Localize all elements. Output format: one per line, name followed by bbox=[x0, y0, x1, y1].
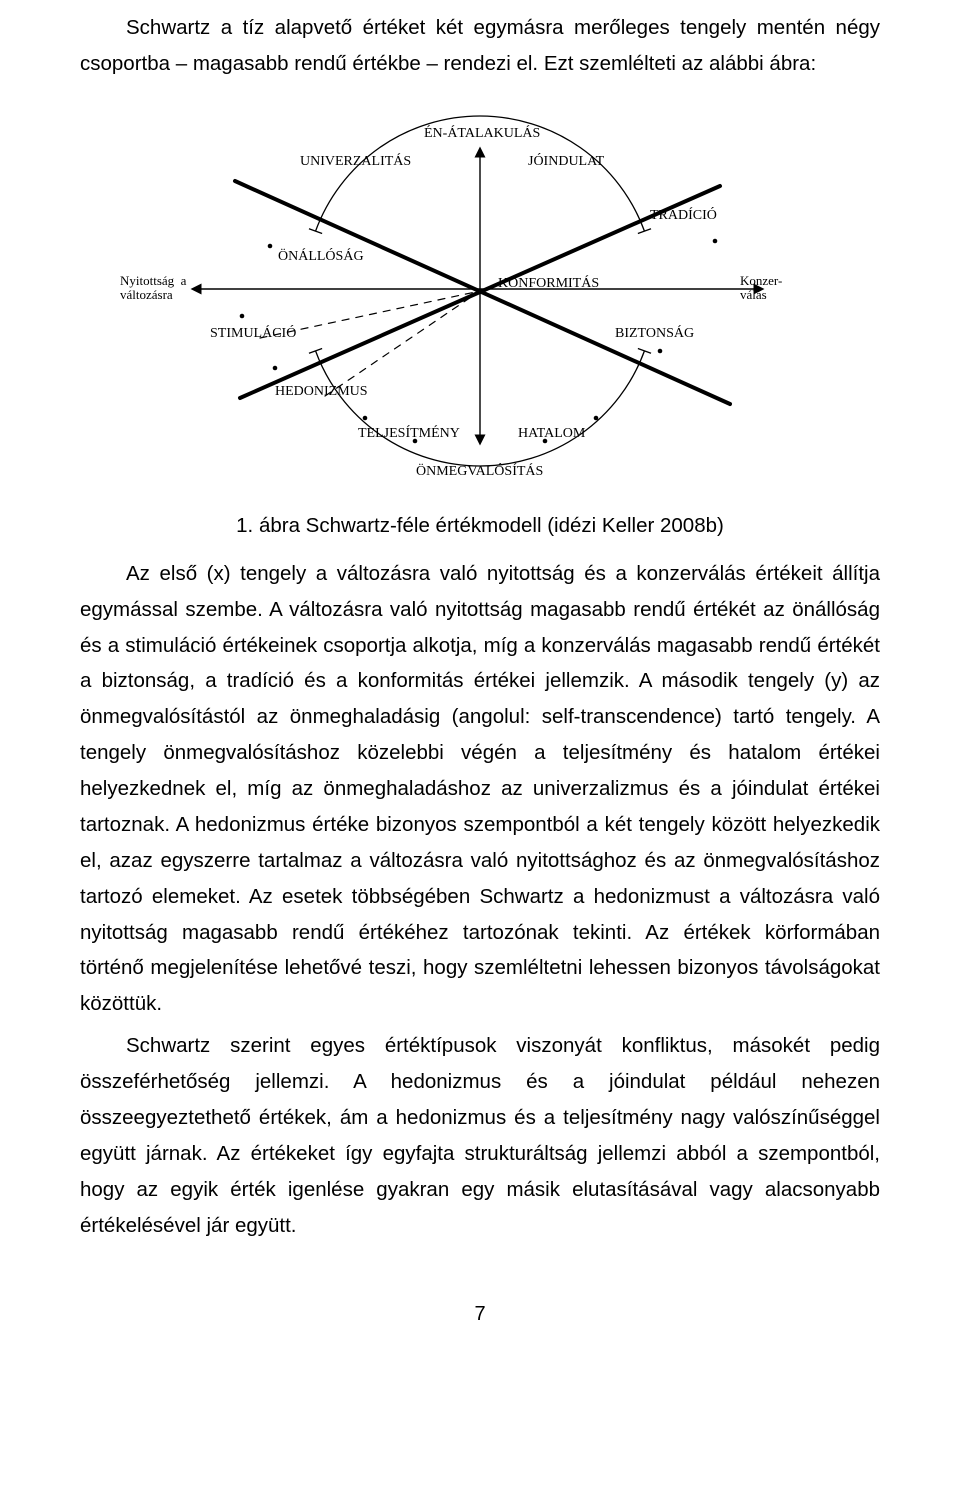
diagram-label: UNIVERZALITÁS bbox=[300, 154, 411, 169]
intro-paragraph: Schwartz a tíz alapvető értéket két egym… bbox=[80, 10, 880, 82]
diagram-label: TELJESÍTMÉNY bbox=[358, 426, 460, 441]
diagram-svg bbox=[120, 96, 840, 496]
diagram-label: TRADÍCIÓ bbox=[650, 208, 717, 223]
schwartz-diagram: ÉN-ÁTALAKULÁS UNIVERZALITÁS JÓINDULAT TRADÍ… bbox=[120, 96, 840, 496]
diagram-label: ÖNMEGVALÓSÍTÁS bbox=[416, 464, 543, 479]
diagram-label: KONFORMITÁS bbox=[498, 276, 599, 291]
diagram-label: HATALOM bbox=[518, 426, 585, 441]
diagram-label: ÖNÁLLÓSÁG bbox=[278, 249, 364, 264]
diagram-label: BIZTONSÁG bbox=[615, 326, 694, 341]
page-number: 7 bbox=[80, 1303, 880, 1326]
figure-caption: 1. ábra Schwartz-féle értékmodell (idézi… bbox=[80, 514, 880, 538]
document-page: Schwartz a tíz alapvető értéket két egym… bbox=[0, 0, 960, 1366]
body-paragraph-2: Schwartz szerint egyes értéktípusok visz… bbox=[80, 1028, 880, 1243]
diagram-label: HEDONIZMUS bbox=[275, 384, 368, 399]
diagram-label: STIMULÁCIÓ bbox=[210, 326, 296, 341]
diagram-label: Nyitottság a változásra bbox=[120, 274, 186, 303]
diagram-label: Konzer- válás bbox=[740, 274, 782, 303]
diagram-label: JÓINDULAT bbox=[528, 154, 604, 169]
diagram-label: ÉN-ÁTALAKULÁS bbox=[424, 126, 540, 141]
body-paragraph-1: Az első (x) tengely a változásra való ny… bbox=[80, 556, 880, 1022]
